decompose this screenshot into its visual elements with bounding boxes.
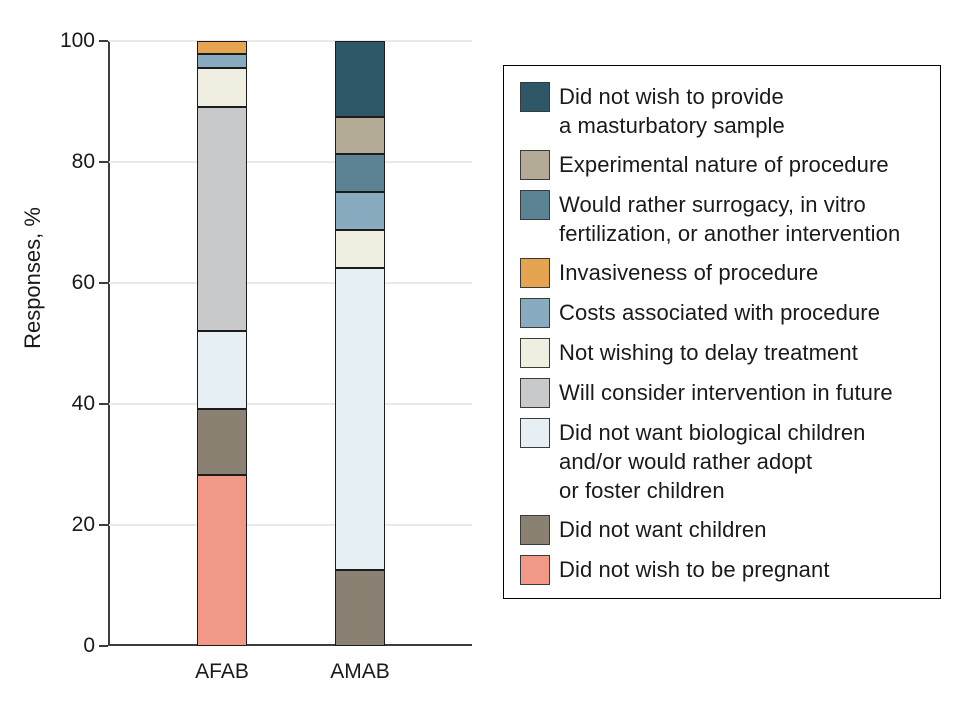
legend-item: Not wishing to delay treatment bbox=[520, 338, 926, 368]
legend-label: Would rather surrogacy, in vitro fertiliz… bbox=[559, 190, 900, 248]
legend-swatch bbox=[520, 418, 550, 448]
y-tick-label-80: 80 bbox=[71, 150, 95, 173]
legend-label: Costs associated with procedure bbox=[559, 298, 880, 327]
legend-item: Did not want children bbox=[520, 515, 926, 545]
legend-swatch bbox=[520, 555, 550, 585]
legend-item: Will consider intervention in future bbox=[520, 378, 926, 408]
y-axis-line bbox=[108, 41, 110, 646]
legend-swatch bbox=[520, 190, 550, 220]
legend-swatch bbox=[520, 338, 550, 368]
legend-label-line: Experimental nature of procedure bbox=[559, 152, 889, 177]
legend-label-line: a masturbatory sample bbox=[559, 113, 785, 138]
legend-label: Did not wish to provide a masturbatory sa… bbox=[559, 82, 785, 140]
y-tick-mark-20 bbox=[99, 524, 108, 526]
gridline-40 bbox=[109, 403, 472, 405]
legend-label-line: Not wishing to delay treatment bbox=[559, 340, 858, 365]
bar-segment bbox=[335, 230, 385, 268]
legend-label-line: fertilization, or another intervention bbox=[559, 221, 901, 246]
legend-label: Not wishing to delay treatment bbox=[559, 338, 858, 367]
legend-item: Would rather surrogacy, in vitro fertiliz… bbox=[520, 190, 926, 248]
bar-segment bbox=[197, 330, 247, 410]
legend-label-line: and/or would rather adopt bbox=[559, 449, 813, 474]
legend-item: Did not wish to provide a masturbatory sa… bbox=[520, 82, 926, 140]
legend-item: Costs associated with procedure bbox=[520, 298, 926, 328]
bar-segment bbox=[335, 154, 385, 193]
legend-label-line: Would rather surrogacy, in vitro bbox=[559, 192, 866, 217]
y-tick-label-20: 20 bbox=[71, 513, 95, 536]
legend-label: Did not wish to be pregnant bbox=[559, 555, 830, 584]
bar-segment bbox=[197, 106, 247, 331]
bar-segment bbox=[197, 54, 247, 68]
bar-segment bbox=[335, 41, 385, 117]
legend-swatch bbox=[520, 515, 550, 545]
bar-segment bbox=[197, 474, 247, 646]
gridline-60 bbox=[109, 282, 472, 284]
legend-label: Will consider intervention in future bbox=[559, 378, 893, 407]
gridline-100 bbox=[109, 40, 472, 42]
y-tick-label-100: 100 bbox=[59, 29, 95, 52]
legend-swatch bbox=[520, 150, 550, 180]
legend-swatch bbox=[520, 298, 550, 328]
legend-label-line: Invasiveness of procedure bbox=[559, 260, 819, 285]
legend-label-line: Costs associated with procedure bbox=[559, 300, 881, 325]
legend-item: Did not wish to be pregnant bbox=[520, 555, 926, 585]
legend-label-line: Did not wish to be pregnant bbox=[559, 557, 830, 582]
legend-label: Did not want children bbox=[559, 515, 767, 544]
legend-label: Invasiveness of procedure bbox=[559, 258, 818, 287]
x-axis-line bbox=[108, 644, 472, 646]
legend-item: Invasiveness of procedure bbox=[520, 258, 926, 288]
y-tick-label-0: 0 bbox=[83, 634, 95, 657]
y-tick-mark-100 bbox=[99, 40, 108, 42]
bar-segment bbox=[335, 192, 385, 231]
x-axis-label-afab: AFAB bbox=[195, 660, 249, 683]
y-tick-label-60: 60 bbox=[71, 271, 95, 294]
y-tick-mark-40 bbox=[99, 403, 108, 405]
y-tick-mark-80 bbox=[99, 161, 108, 163]
y-tick-mark-60 bbox=[99, 282, 108, 284]
plot-area bbox=[109, 40, 472, 646]
y-tick-label-40: 40 bbox=[71, 392, 95, 415]
bar-amab bbox=[335, 41, 385, 646]
legend-label-line: Will consider intervention in future bbox=[559, 380, 893, 405]
y-tick-mark-0 bbox=[99, 645, 108, 647]
bar-segment bbox=[335, 116, 385, 155]
x-axis-label-amab: AMAB bbox=[330, 660, 390, 683]
legend-label-line: Did not wish to provide bbox=[559, 84, 784, 109]
legend-box: Did not wish to provide a masturbatory sa… bbox=[503, 65, 941, 599]
legend-label-line: or foster children bbox=[559, 478, 725, 503]
legend-label: Experimental nature of procedure bbox=[559, 150, 889, 179]
bar-segment bbox=[197, 67, 247, 107]
legend-item: Experimental nature of procedure bbox=[520, 150, 926, 180]
legend-item: Did not want biological children and/or w… bbox=[520, 418, 926, 505]
legend-swatch bbox=[520, 258, 550, 288]
bar-afab bbox=[197, 41, 247, 646]
bar-segment bbox=[335, 267, 385, 571]
legend-label-line: Did not want biological children bbox=[559, 420, 866, 445]
gridline-20 bbox=[109, 524, 472, 526]
legend-swatch bbox=[520, 82, 550, 112]
bar-segment bbox=[335, 570, 385, 646]
legend-label: Did not want biological children and/or w… bbox=[559, 418, 865, 505]
legend-label-line: Did not want children bbox=[559, 517, 767, 542]
bar-segment bbox=[197, 409, 247, 475]
bar-segment bbox=[197, 41, 247, 55]
gridline-80 bbox=[109, 161, 472, 163]
legend-swatch bbox=[520, 378, 550, 408]
